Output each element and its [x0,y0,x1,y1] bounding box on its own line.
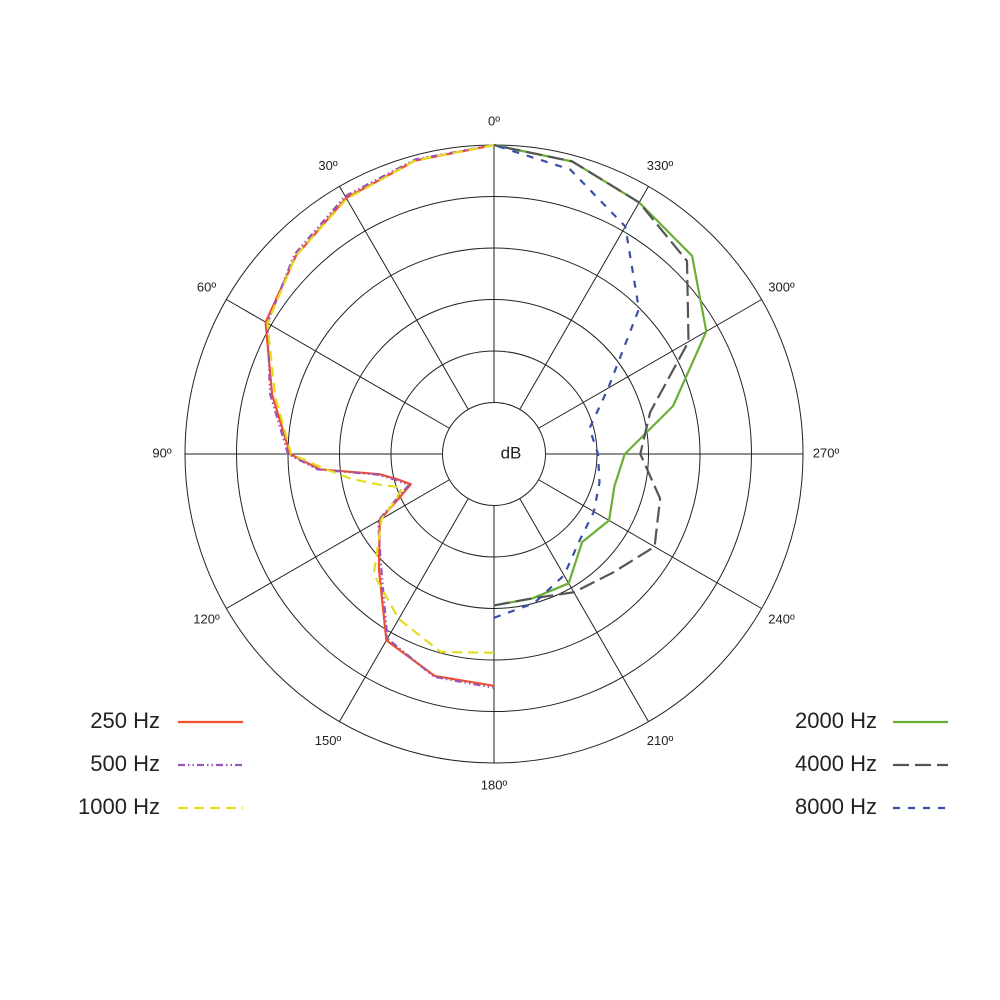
legend-label: 250 Hz [90,708,160,733]
spoke [339,498,469,722]
legend-label: 1000 Hz [78,794,160,819]
legend-label: 500 Hz [90,751,160,776]
theta-tick-label: 150º [315,733,342,748]
response-line [266,143,495,689]
response-line [493,143,708,607]
theta-tick-label: 270º [813,445,840,460]
legend-label: 2000 Hz [795,708,877,733]
spoke [226,299,450,429]
theta-tick-label: 0º [488,113,500,128]
response-line [493,143,690,607]
theta-tick-label: 330º [647,158,674,173]
theta-tick-label: 210º [647,733,674,748]
spoke [519,186,649,410]
r-axis-label: dB [501,443,522,462]
grid-circle [442,402,546,506]
response-line [493,143,640,619]
spoke [226,479,450,609]
spoke [538,479,762,609]
legend-label: 8000 Hz [795,794,877,819]
legend-label: 4000 Hz [795,751,877,776]
response-line [266,143,495,654]
theta-tick-label: 120º [193,611,220,626]
spoke [339,186,469,410]
theta-tick-label: 90º [152,445,171,460]
theta-tick-label: 300º [768,279,795,294]
theta-tick-label: 180º [481,777,508,792]
spoke [519,498,649,722]
theta-tick-label: 60º [197,279,216,294]
theta-tick-label: 30º [318,158,337,173]
spoke [538,299,762,429]
theta-tick-label: 240º [768,611,795,626]
